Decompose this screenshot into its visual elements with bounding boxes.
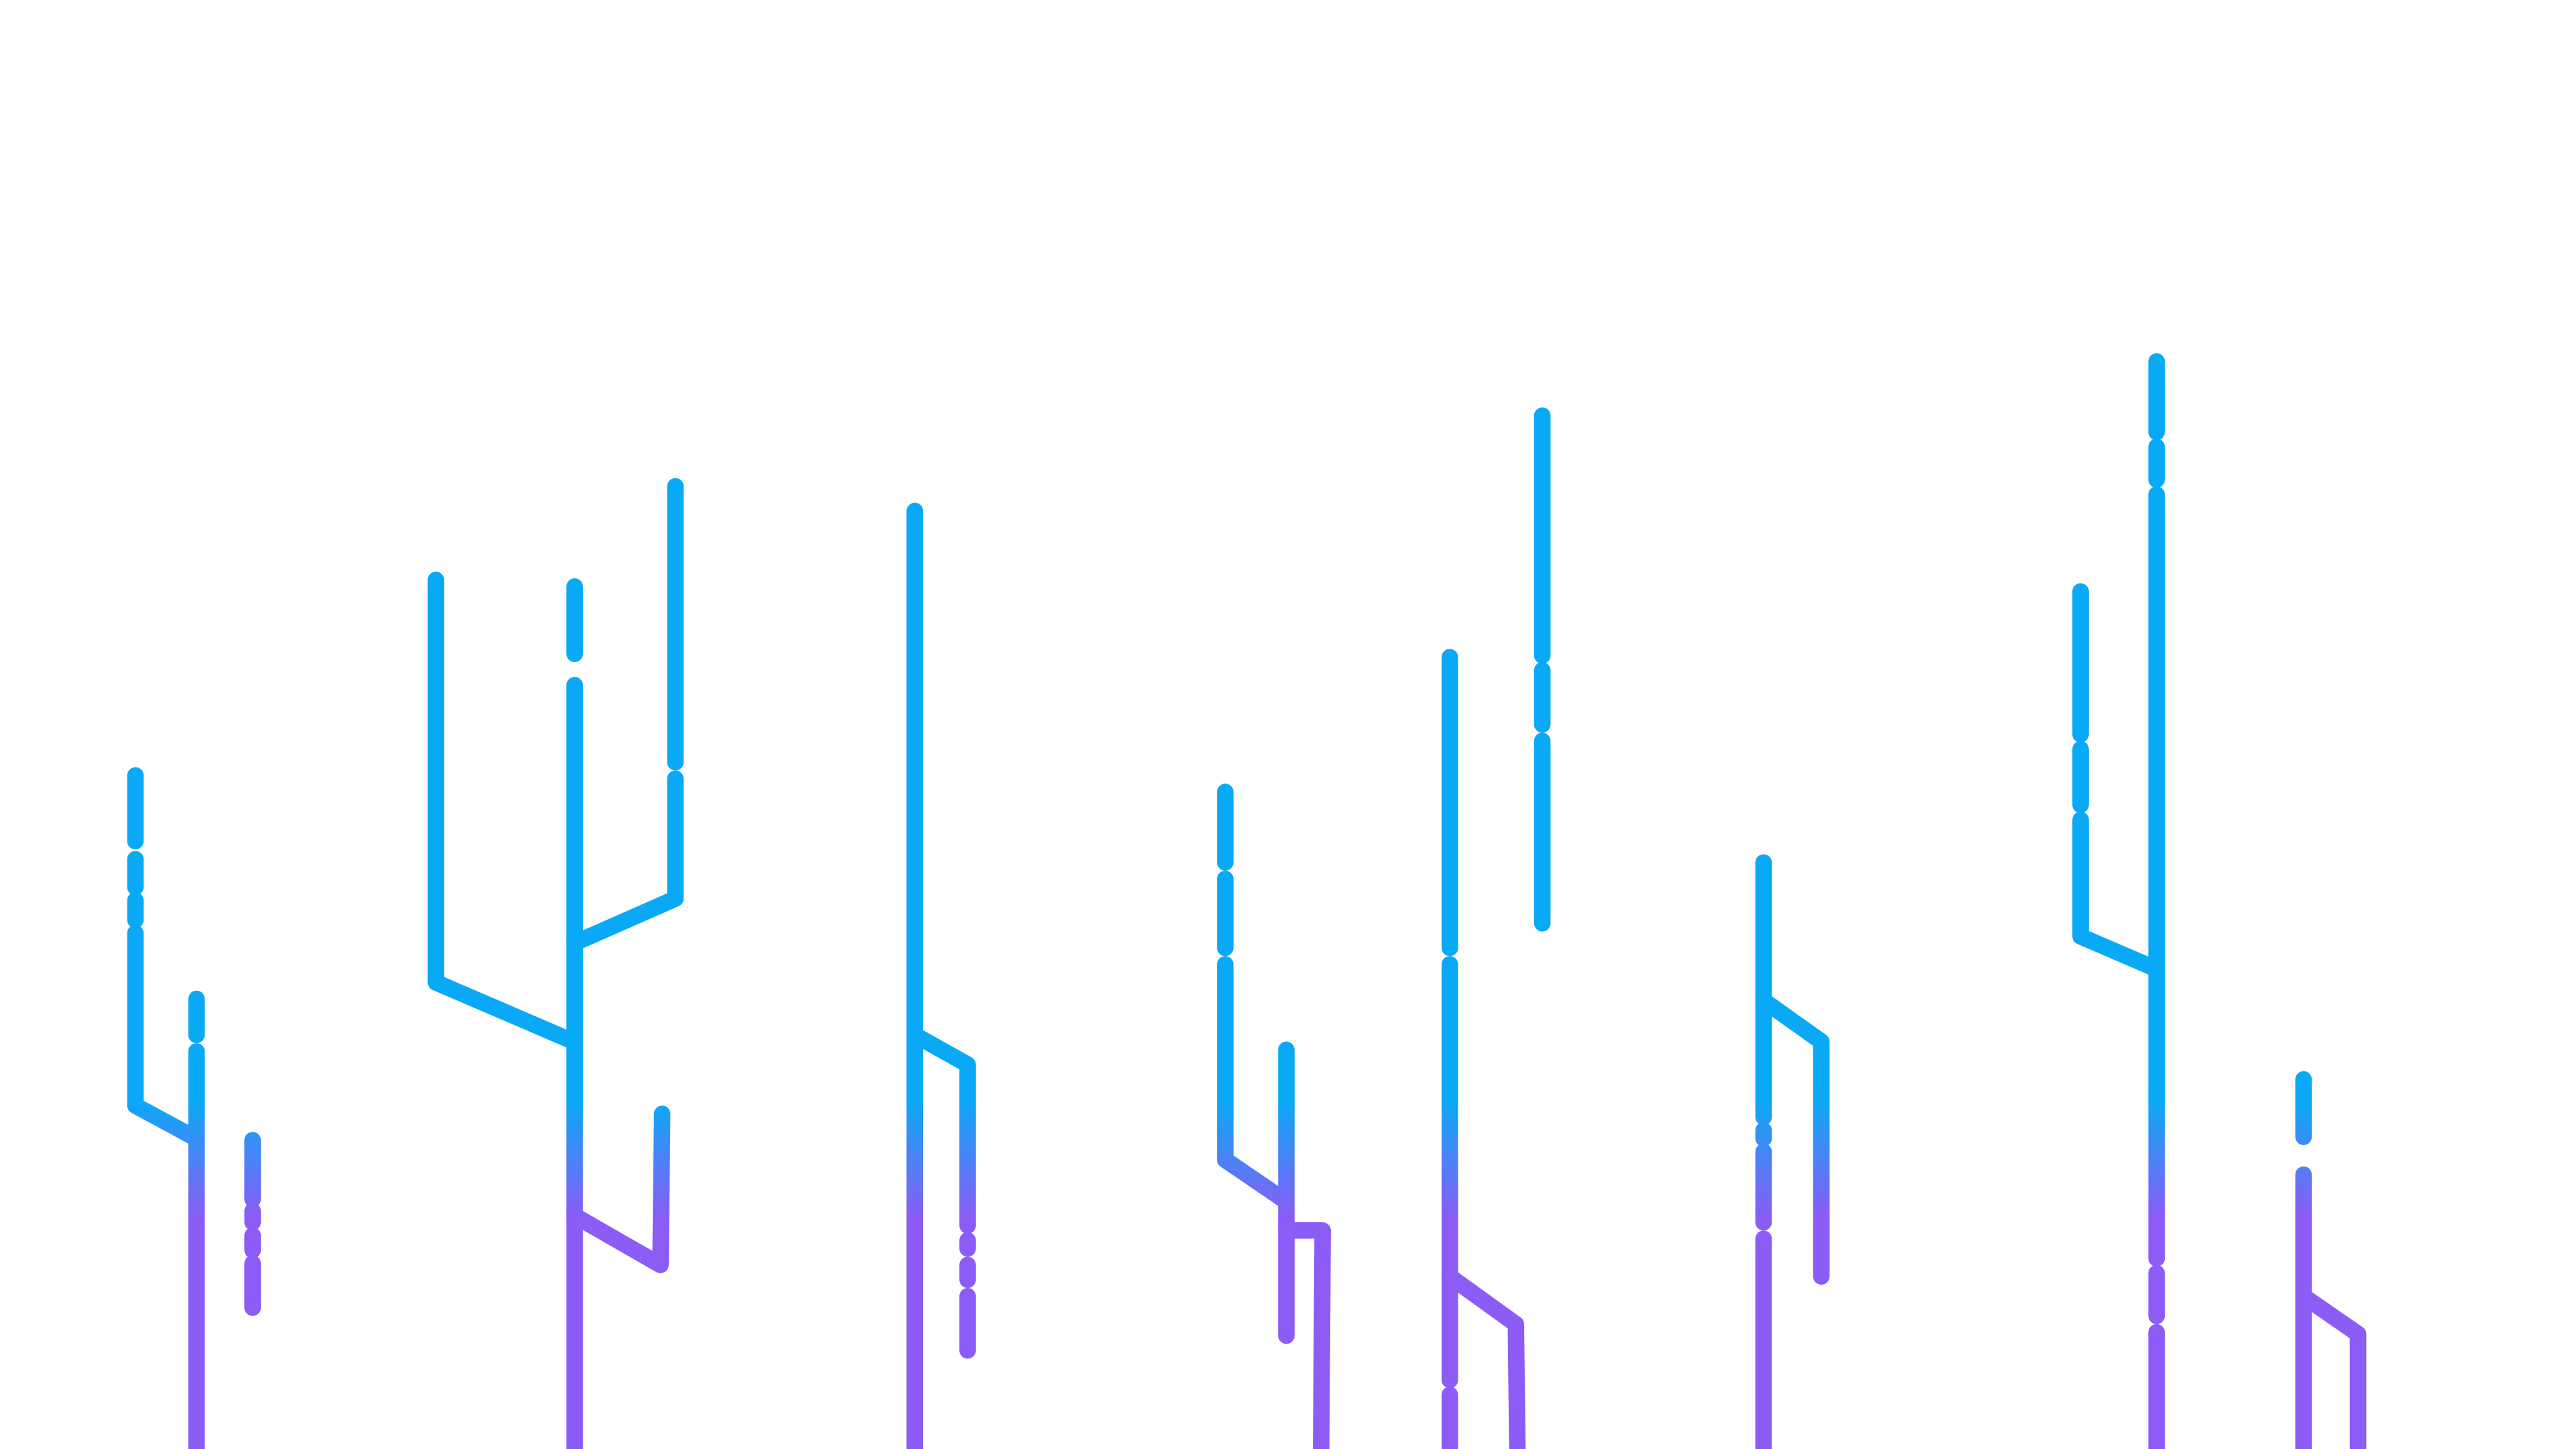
circuit-trace-line <box>1278 1222 1331 1449</box>
circuit-trace-line <box>2072 811 2162 976</box>
circuit-trace-line <box>906 1026 976 1234</box>
circuit-trace-line <box>566 770 684 951</box>
circuit-trace-line <box>127 924 202 1145</box>
circuit-trace-line <box>1755 992 1830 1285</box>
circuit-trace-line <box>1217 956 1291 1208</box>
circuit-trace-line <box>427 572 578 1049</box>
circuit-trace-line <box>1441 1268 1526 1449</box>
circuit-trace-line <box>2295 1288 2367 1449</box>
circuit-trace-line <box>566 1106 671 1273</box>
